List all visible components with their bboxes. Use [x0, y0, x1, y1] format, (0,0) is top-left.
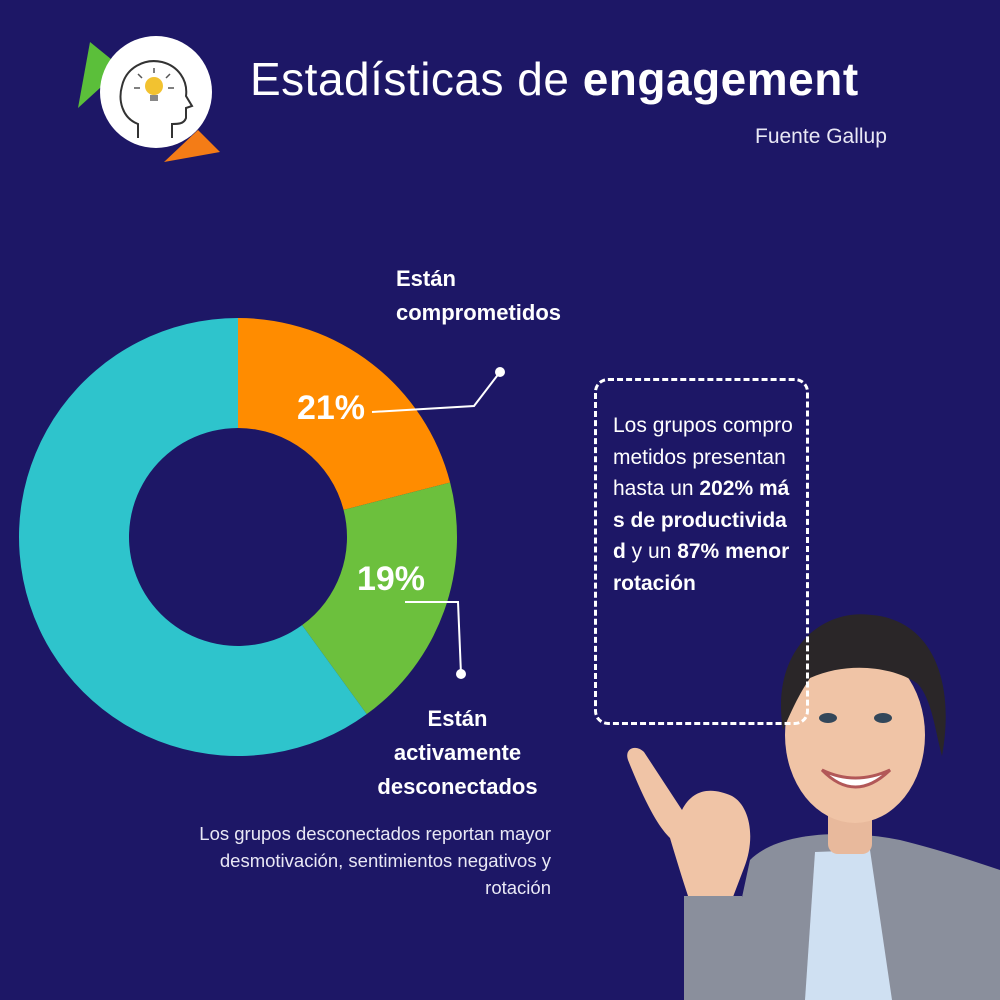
woman-photo — [627, 614, 1000, 1000]
leader-dot-engaged — [495, 367, 505, 377]
shirt — [805, 850, 892, 1000]
source-label: Fuente Gallup — [755, 125, 887, 148]
pct-label-engaged: 21% — [297, 389, 365, 427]
donut-slices — [18, 318, 457, 756]
logo-green-triangle — [78, 42, 122, 108]
logo-head-lightbulb-icon — [78, 36, 220, 162]
leader-line-engaged — [371, 371, 501, 413]
label-disengaged-line: Están — [427, 706, 488, 731]
right-eye — [874, 713, 892, 723]
label-engaged: Están comprometidos — [396, 262, 626, 330]
sleeve — [684, 896, 742, 1000]
callout-box — [594, 378, 809, 725]
leader-line-disengaged — [405, 601, 462, 675]
pct-label-disengaged: 19% — [357, 560, 425, 598]
title-regular: Estadísticas de — [250, 53, 583, 105]
leader-dot-disengaged — [456, 669, 466, 679]
slice-engaged — [238, 318, 451, 510]
smile — [820, 768, 892, 789]
label-disengaged-line: activamente — [393, 740, 522, 765]
disengaged-description: Los grupos desconectados reportan mayor … — [199, 823, 551, 898]
callout-bold: 202% más de productividad — [613, 477, 790, 563]
title-bold: engagement — [582, 53, 859, 105]
callout-regular: Los grupos comprometidos presentan hasta… — [613, 414, 793, 500]
callout-text: Los grupos comprometidos presentan hasta… — [613, 410, 795, 599]
face — [785, 647, 925, 823]
slice-remaining — [18, 318, 367, 756]
label-disengaged: Están activamente desconectados — [340, 702, 575, 804]
lightbulb — [145, 77, 163, 95]
label-engaged-line: comprometidos — [396, 300, 562, 325]
left-eye — [819, 713, 837, 723]
logo-orange-triangle — [164, 130, 220, 162]
label-engaged-line: Están — [396, 266, 456, 291]
pointing-hand — [627, 747, 751, 910]
slice-disengaged — [302, 482, 457, 715]
leader-lines — [371, 371, 501, 675]
label-disengaged-line: desconectados — [377, 774, 538, 799]
callout-regular: y un — [625, 540, 678, 563]
callout-bold: 87% menor rotación — [613, 540, 790, 595]
head-profile — [119, 60, 194, 138]
hair — [780, 614, 946, 756]
page-title: Estadísticas de engagement — [250, 52, 859, 106]
